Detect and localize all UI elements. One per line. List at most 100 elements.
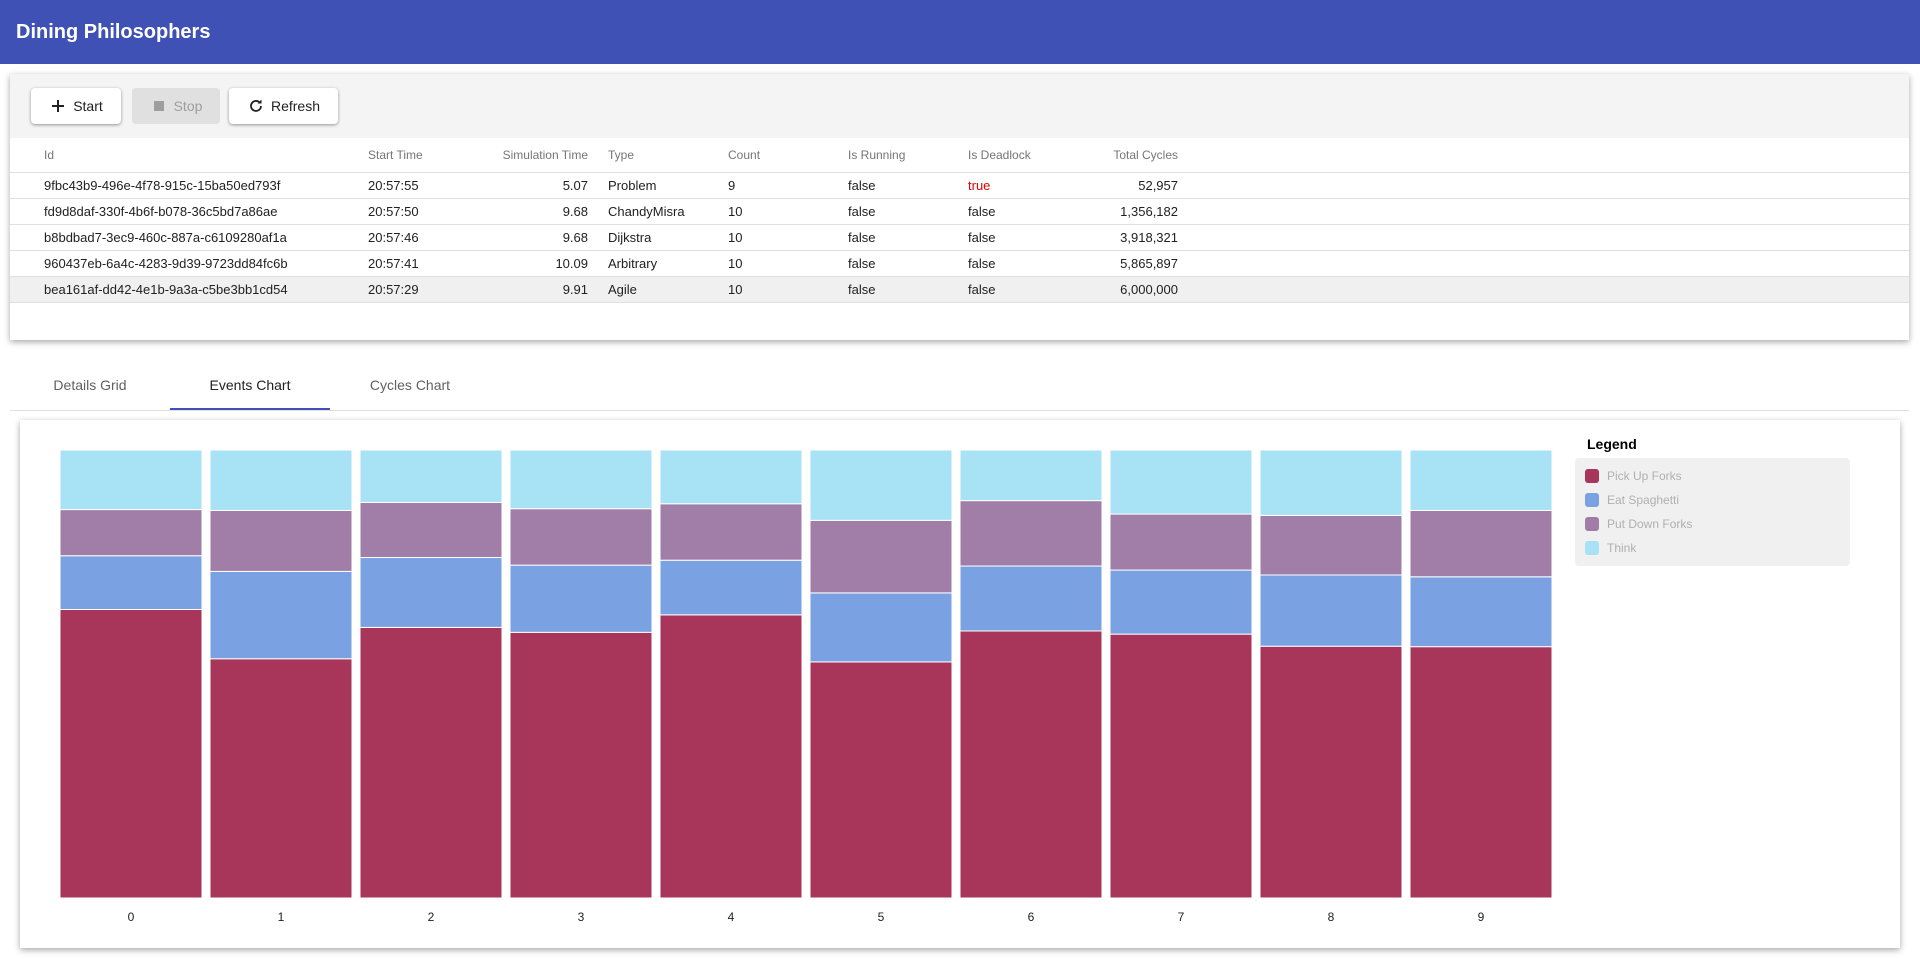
start-button[interactable]: Start	[31, 88, 121, 124]
bar-segment-think-0[interactable]	[59, 449, 203, 511]
app-title: Dining Philosophers	[16, 20, 211, 43]
legend-swatch	[1585, 517, 1599, 531]
bar-segment-think-3[interactable]	[509, 449, 653, 510]
bar-segment-pick-up-forks-5[interactable]	[809, 661, 953, 899]
bar-segment-put-down-forks-8[interactable]	[1259, 514, 1403, 576]
refresh-icon	[247, 97, 265, 115]
stop-button[interactable]: Stop	[132, 88, 220, 124]
tab-events-chart[interactable]: Events Chart	[170, 362, 330, 410]
refresh-button[interactable]: Refresh	[229, 88, 338, 124]
events-chart-card: 0 1 2 3 4 5 6 7 8 9 Legend Pick Up Forks Eat Spag…	[20, 420, 1900, 948]
legend-item-think[interactable]: Think	[1585, 536, 1840, 560]
bar-segment-think-5[interactable]	[809, 449, 953, 521]
bar-segment-eat-spaghetti-3[interactable]	[509, 564, 653, 633]
table-row[interactable]: 9fbc43b9-496e-4f78-915c-15ba50ed793f 20:…	[10, 172, 1909, 199]
legend-box: Pick Up Forks Eat Spaghetti Put Down For…	[1575, 458, 1850, 566]
cell-start-time: 20:57:50	[368, 198, 478, 225]
table-row[interactable]: fd9d8daf-330f-4b6f-b078-36c5bd7a86ae 20:…	[10, 198, 1909, 225]
cell-simulation-time: 10.09	[478, 250, 588, 277]
column-header-is-deadlock[interactable]: Is Deadlock	[968, 138, 1088, 173]
bar-segment-put-down-forks-7[interactable]	[1109, 513, 1253, 571]
cell-count: 9	[728, 172, 848, 199]
cell-start-time: 20:57:46	[368, 224, 478, 251]
column-header-is-running[interactable]: Is Running	[848, 138, 968, 173]
bar-segment-pick-up-forks-3[interactable]	[509, 631, 653, 899]
column-header-type[interactable]: Type	[588, 138, 728, 173]
x-tick-label: 6	[1028, 910, 1035, 924]
table-row[interactable]: b8bdbad7-3ec9-460c-887a-c6109280af1a 20:…	[10, 224, 1909, 251]
bar-segment-think-7[interactable]	[1109, 449, 1253, 515]
cell-type: Problem	[588, 172, 728, 199]
legend-item-put-down-forks[interactable]: Put Down Forks	[1585, 512, 1840, 536]
bar-segment-put-down-forks-0[interactable]	[59, 509, 203, 557]
tab-cycles-chart[interactable]: Cycles Chart	[369, 377, 451, 393]
cell-id: 960437eb-6a4c-4283-9d39-9723dd84fc6b	[10, 250, 368, 277]
legend-item-eat-spaghetti[interactable]: Eat Spaghetti	[1585, 488, 1840, 512]
bar-segment-put-down-forks-1[interactable]	[209, 509, 353, 572]
column-header-simulation-time[interactable]: Simulation Time	[478, 138, 588, 173]
bar-segment-eat-spaghetti-0[interactable]	[59, 555, 203, 610]
bar-segment-eat-spaghetti-6[interactable]	[959, 565, 1103, 632]
cell-id: fd9d8daf-330f-4b6f-b078-36c5bd7a86ae	[10, 198, 368, 225]
app-bar: Dining Philosophers	[0, 0, 1920, 64]
bar-segment-eat-spaghetti-8[interactable]	[1259, 574, 1403, 647]
table-row-selected[interactable]: bea161af-dd42-4e1b-9a3a-c5be3bb1cd54 20:…	[10, 276, 1909, 303]
bar-segment-eat-spaghetti-2[interactable]	[359, 557, 503, 628]
bar-segment-eat-spaghetti-7[interactable]	[1109, 569, 1253, 635]
bar-segment-eat-spaghetti-5[interactable]	[809, 592, 953, 663]
bar-segment-pick-up-forks-7[interactable]	[1109, 633, 1253, 899]
bar-segment-think-9[interactable]	[1409, 449, 1553, 511]
bar-segment-put-down-forks-5[interactable]	[809, 519, 953, 594]
legend-swatch	[1585, 493, 1599, 507]
bar-segment-eat-spaghetti-1[interactable]	[209, 570, 353, 660]
bar-segment-put-down-forks-4[interactable]	[659, 503, 803, 561]
bar-segment-put-down-forks-2[interactable]	[359, 501, 503, 559]
cell-id: b8bdbad7-3ec9-460c-887a-c6109280af1a	[10, 224, 368, 251]
cell-type: Agile	[588, 276, 728, 303]
bar-segment-think-6[interactable]	[959, 449, 1103, 502]
bar-segment-pick-up-forks-9[interactable]	[1409, 646, 1553, 899]
cell-simulation-time: 9.68	[478, 224, 588, 251]
legend-swatch	[1585, 469, 1599, 483]
simulations-panel: Start Stop Refresh Id Start Time Simulat…	[10, 74, 1909, 340]
column-header-count[interactable]: Count	[728, 138, 848, 173]
bar-segment-put-down-forks-6[interactable]	[959, 500, 1103, 567]
column-header-total-cycles[interactable]: Total Cycles	[1088, 138, 1178, 173]
bar-segment-think-4[interactable]	[659, 449, 803, 505]
cell-filler	[1178, 224, 1909, 251]
cell-filler	[1178, 198, 1909, 225]
bar-segment-put-down-forks-9[interactable]	[1409, 509, 1553, 578]
bar-segment-pick-up-forks-8[interactable]	[1259, 645, 1403, 899]
column-header-id[interactable]: Id	[10, 138, 368, 173]
table-row[interactable]: 960437eb-6a4c-4283-9d39-9723dd84fc6b 20:…	[10, 250, 1909, 277]
bar-segment-think-1[interactable]	[209, 449, 353, 511]
cell-is-deadlock: false	[968, 198, 1088, 225]
bar-segment-think-8[interactable]	[1259, 449, 1403, 516]
bar-segment-eat-spaghetti-9[interactable]	[1409, 576, 1553, 648]
bar-segment-eat-spaghetti-4[interactable]	[659, 559, 803, 616]
bar-segment-pick-up-forks-6[interactable]	[959, 630, 1103, 899]
x-tick-label: 8	[1328, 910, 1335, 924]
bar-segment-pick-up-forks-4[interactable]	[659, 614, 803, 899]
legend-item-pick-up-forks[interactable]: Pick Up Forks	[1585, 464, 1840, 488]
bar-segment-pick-up-forks-2[interactable]	[359, 626, 503, 899]
events-chart: 0 1 2 3 4 5 6 7 8 9	[59, 449, 1553, 924]
cell-is-running: false	[848, 276, 968, 303]
legend-label: Think	[1607, 541, 1637, 555]
cell-type: ChandyMisra	[588, 198, 728, 225]
tab-details-grid[interactable]: Details Grid	[53, 377, 127, 393]
cell-is-deadlock: true	[968, 172, 1088, 199]
cell-filler	[1178, 276, 1909, 303]
legend-label: Pick Up Forks	[1607, 469, 1682, 483]
column-header-start-time[interactable]: Start Time	[368, 138, 478, 173]
cell-is-running: false	[848, 172, 968, 199]
bar-segment-pick-up-forks-1[interactable]	[209, 658, 353, 899]
bar-segment-think-2[interactable]	[359, 449, 503, 503]
legend-title: Legend	[1587, 436, 1637, 452]
cell-simulation-time: 9.91	[478, 276, 588, 303]
bar-segment-pick-up-forks-0[interactable]	[59, 608, 203, 899]
legend-label: Put Down Forks	[1607, 517, 1693, 531]
bar-segment-put-down-forks-3[interactable]	[509, 508, 653, 566]
x-tick-label: 9	[1478, 910, 1485, 924]
x-tick-label: 4	[728, 910, 735, 924]
